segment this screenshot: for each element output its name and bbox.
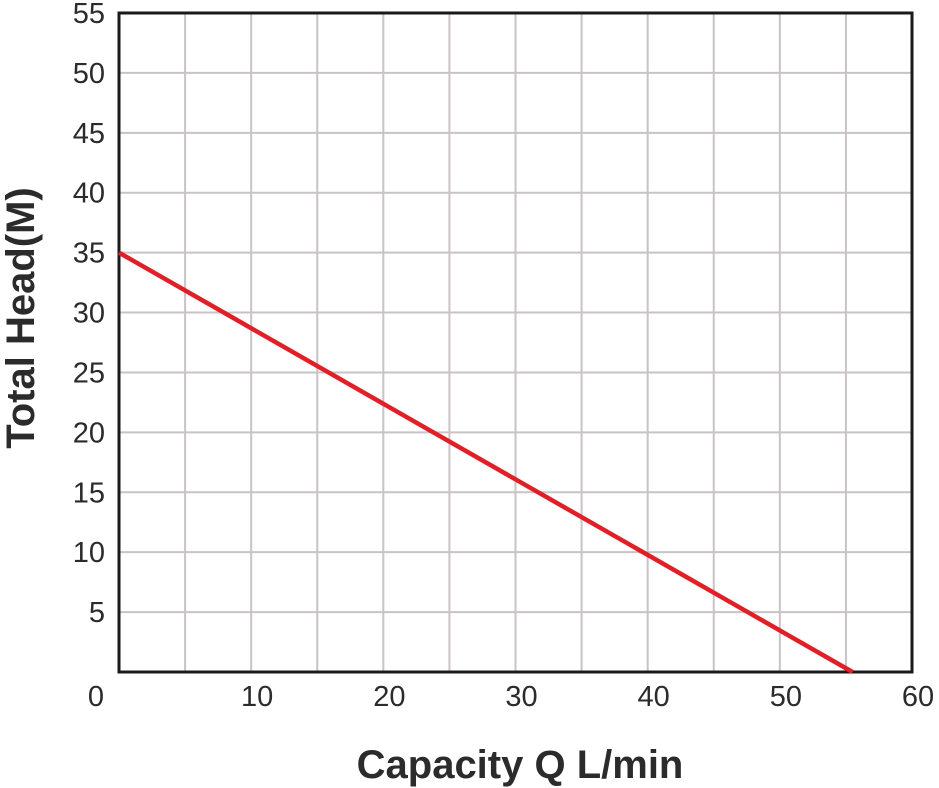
x-tick-label: 10 [241,681,273,713]
y-axis-label: Total Head(M) [0,187,43,448]
grid-lines [119,13,912,672]
series-group [117,250,854,674]
x-tick-label: 50 [770,681,802,713]
x-axis-label: Capacity Q L/min [357,743,684,787]
y-tick-label: 35 [73,238,105,270]
series-line [117,250,854,674]
x-tick-label: 40 [638,681,670,713]
y-tick-label: 5 [89,597,105,629]
x-tick-label: 30 [505,681,537,713]
y-tick-label: 40 [73,178,105,210]
y-tick-label: 25 [73,357,105,389]
x-tick-label: 60 [902,681,934,713]
y-tick-label: 20 [73,417,105,449]
x-tick-labels: 0 10 20 30 40 50 60 [88,681,934,713]
x-tick-label: 20 [373,681,405,713]
y-tick-label: 55 [73,0,105,30]
y-tick-label: 30 [73,298,105,330]
y-tick-label: 15 [73,477,105,509]
y-tick-labels: 5 10 15 20 25 30 35 40 45 50 55 [73,0,105,629]
y-tick-label: 45 [73,118,105,150]
x-tick-label: 0 [88,681,104,713]
y-tick-label: 50 [73,58,105,90]
y-tick-label: 10 [73,537,105,569]
plot-frame [117,11,914,674]
